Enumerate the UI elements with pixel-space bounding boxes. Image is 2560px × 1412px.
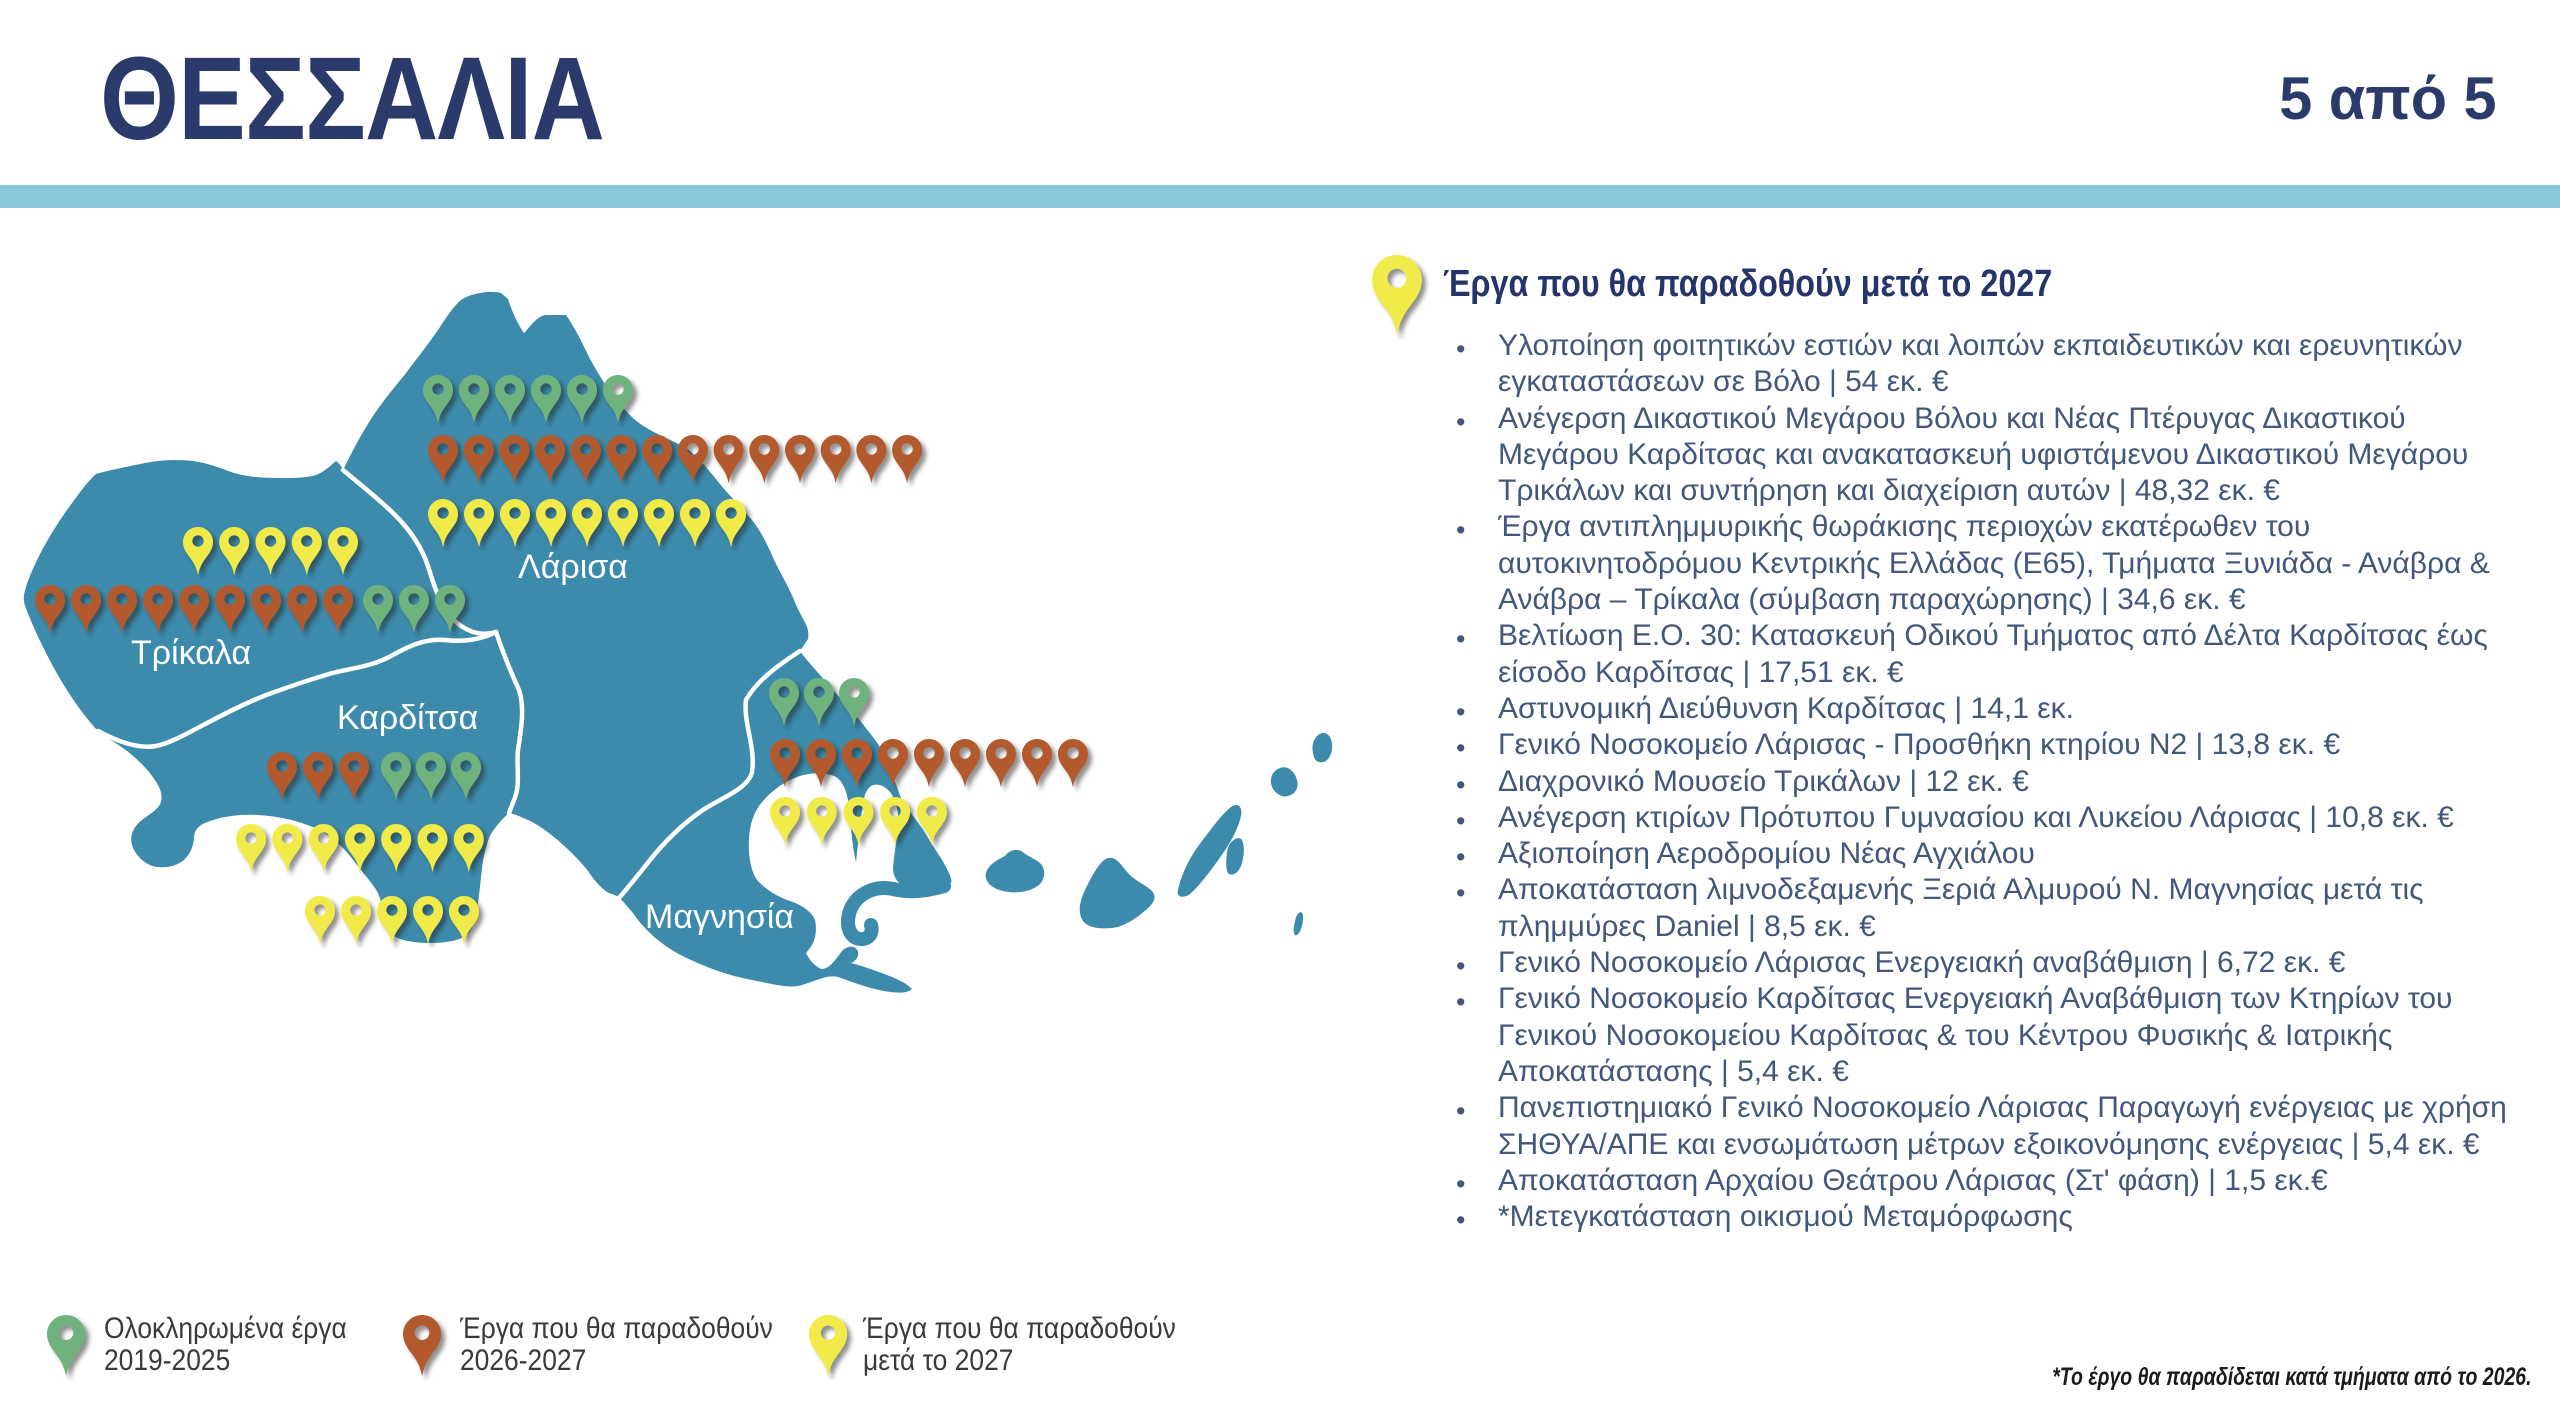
svg-text:Τρίκαλα: Τρίκαλα	[131, 634, 251, 672]
svg-text:Καρδίτσα: Καρδίτσα	[337, 699, 478, 737]
svg-text:Μαγνησία: Μαγνησία	[645, 898, 794, 936]
svg-text:Λάρισα: Λάρισα	[518, 548, 628, 586]
